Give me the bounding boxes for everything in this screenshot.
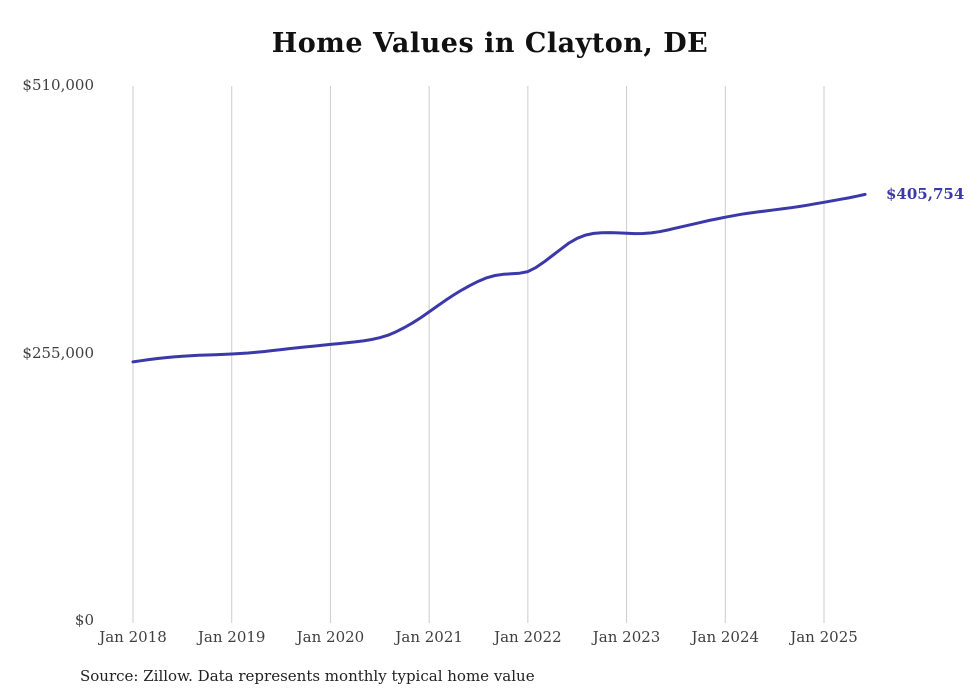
y-axis-label: $510,000: [22, 76, 94, 94]
x-axis-label: Jan 2018: [99, 628, 167, 646]
x-axis-label: Jan 2024: [691, 628, 760, 646]
x-axis-label: Jan 2023: [592, 628, 661, 646]
x-axis-label: Jan 2022: [494, 628, 562, 646]
chart-title: Home Values in Clayton, DE: [271, 28, 709, 59]
home-value-line: [131, 192, 867, 364]
y-axis-label: $0: [74, 611, 94, 629]
x-axis-label: Jan 2019: [197, 628, 266, 646]
y-axis-label: $255,000: [22, 343, 94, 362]
source-note: Source: Zillow. Data represents monthly …: [80, 667, 535, 685]
x-axis-label: Jan 2020: [296, 628, 365, 646]
last-value-label: $405,754: [886, 185, 965, 204]
x-axis-label: Jan 2025: [790, 628, 858, 646]
x-axis-label: Jan 2021: [395, 628, 463, 646]
